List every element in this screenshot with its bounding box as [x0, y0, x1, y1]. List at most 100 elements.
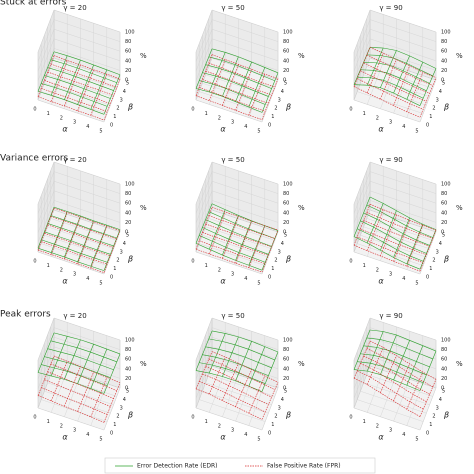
surface-column-line [77, 220, 94, 262]
surface-row-line [353, 377, 421, 417]
surface-row-line [47, 223, 114, 247]
surface-column-line [248, 375, 266, 414]
x-tick-label: 0 [33, 415, 36, 421]
surface-row-line [211, 206, 279, 231]
z-tick-label: 0 [283, 386, 286, 392]
x-grid-line [64, 218, 81, 261]
z-grid-line [53, 346, 121, 369]
surface-row-line [37, 247, 105, 271]
surface-column-line [77, 371, 94, 412]
x-tick-label: 0 [349, 259, 352, 265]
surface-row-line [202, 72, 269, 97]
surface-row-line [195, 248, 263, 273]
x-tick-label: 2 [376, 115, 379, 121]
surface-column-line [406, 371, 424, 410]
y-axis-label: β [127, 103, 133, 112]
x-tick-label: 2 [376, 267, 379, 273]
surface-row-line [363, 345, 430, 368]
x-tick-label: 4 [244, 432, 247, 438]
y-tick-label: 5 [284, 81, 287, 87]
surface-column-line [380, 355, 397, 393]
panel-title: γ = 50 [221, 156, 244, 164]
x-tick-label: 0 [349, 107, 352, 113]
surface-column-line [406, 62, 424, 100]
z-grid-line [369, 9, 437, 33]
y-axis-label: β [443, 255, 449, 264]
y-axis-label: β [127, 255, 133, 264]
x-tick-label: 4 [86, 276, 89, 282]
y-tick-label: 3 [278, 97, 281, 103]
surface-column-line [208, 356, 226, 395]
surface-row-line [37, 249, 105, 273]
z-grid-line [195, 356, 213, 399]
y-tick-label: 3 [120, 97, 123, 103]
z-axis-label: % [140, 204, 147, 212]
z-grid-line [211, 327, 279, 350]
surface-row-line [208, 211, 275, 239]
z-grid-line [37, 327, 55, 370]
surface-column-line [208, 333, 226, 374]
surface-column-line [261, 382, 279, 420]
surface-column-line [50, 336, 68, 377]
x-grid-line [195, 209, 213, 253]
z-tick-label: 80 [283, 191, 289, 197]
x-grid-line [77, 379, 94, 422]
x-grid-line [103, 79, 121, 123]
z-grid-line [353, 19, 371, 62]
y-tick-label: 0 [268, 275, 271, 281]
z-grid-line [37, 19, 55, 62]
y-grid-line [202, 391, 269, 414]
z-grid-line [211, 19, 279, 42]
z-grid-line [195, 38, 213, 81]
x-tick-label: 1 [47, 419, 50, 425]
x-tick-label: 3 [231, 272, 234, 278]
surface-column-line [64, 366, 81, 407]
x-tick-label: 4 [244, 276, 247, 282]
surface-row-line [366, 337, 433, 360]
y-grid-line [360, 391, 427, 414]
z-grid-line [211, 317, 279, 341]
surface-column-line [366, 203, 384, 244]
z-grid-line [53, 317, 121, 341]
z-grid-line [353, 38, 371, 81]
y-grid-line [205, 382, 272, 405]
y-axis-label: β [285, 103, 291, 112]
x-tick-label: 4 [402, 432, 405, 438]
y-grid-line [208, 218, 275, 241]
y-grid-line [44, 391, 111, 414]
y-grid-line [195, 99, 263, 123]
surface-column-line [195, 48, 213, 89]
z-tick-label: 40 [441, 366, 447, 372]
y-grid-line [366, 218, 433, 241]
x-grid-line [103, 387, 121, 431]
surface-row-line [202, 373, 269, 405]
x-tick-label: 0 [33, 107, 36, 113]
x-tick-label: 5 [257, 437, 260, 443]
surface-column-line [64, 339, 81, 380]
surface-row-line [53, 207, 121, 231]
surface-row-line [195, 95, 263, 120]
z-tick-label: 20 [283, 68, 289, 74]
y-grid-line [211, 209, 279, 233]
surface-row-line [357, 228, 424, 262]
surface-row-line [37, 96, 105, 121]
z-tick-label: 40 [125, 366, 131, 372]
z-grid-line [353, 29, 371, 72]
surface-column-line [353, 329, 371, 370]
x-axis-label: α [220, 433, 226, 442]
y-grid-line [53, 209, 121, 233]
z-grid-line [353, 161, 371, 205]
y-tick-label: 0 [426, 123, 429, 129]
surface-row-line [353, 245, 421, 272]
surface-row-line [363, 62, 430, 84]
y-grid-line [369, 365, 437, 389]
surface-row-line [199, 235, 266, 263]
y-tick-label: 1 [113, 422, 116, 428]
z-grid-line [195, 200, 213, 243]
surface-column-line [90, 225, 108, 267]
z-axis-label: % [140, 360, 147, 368]
surface-row-line [199, 240, 266, 264]
y-tick-label: 3 [436, 249, 439, 255]
y-grid-line [208, 374, 275, 397]
surface-column-line [380, 210, 397, 251]
